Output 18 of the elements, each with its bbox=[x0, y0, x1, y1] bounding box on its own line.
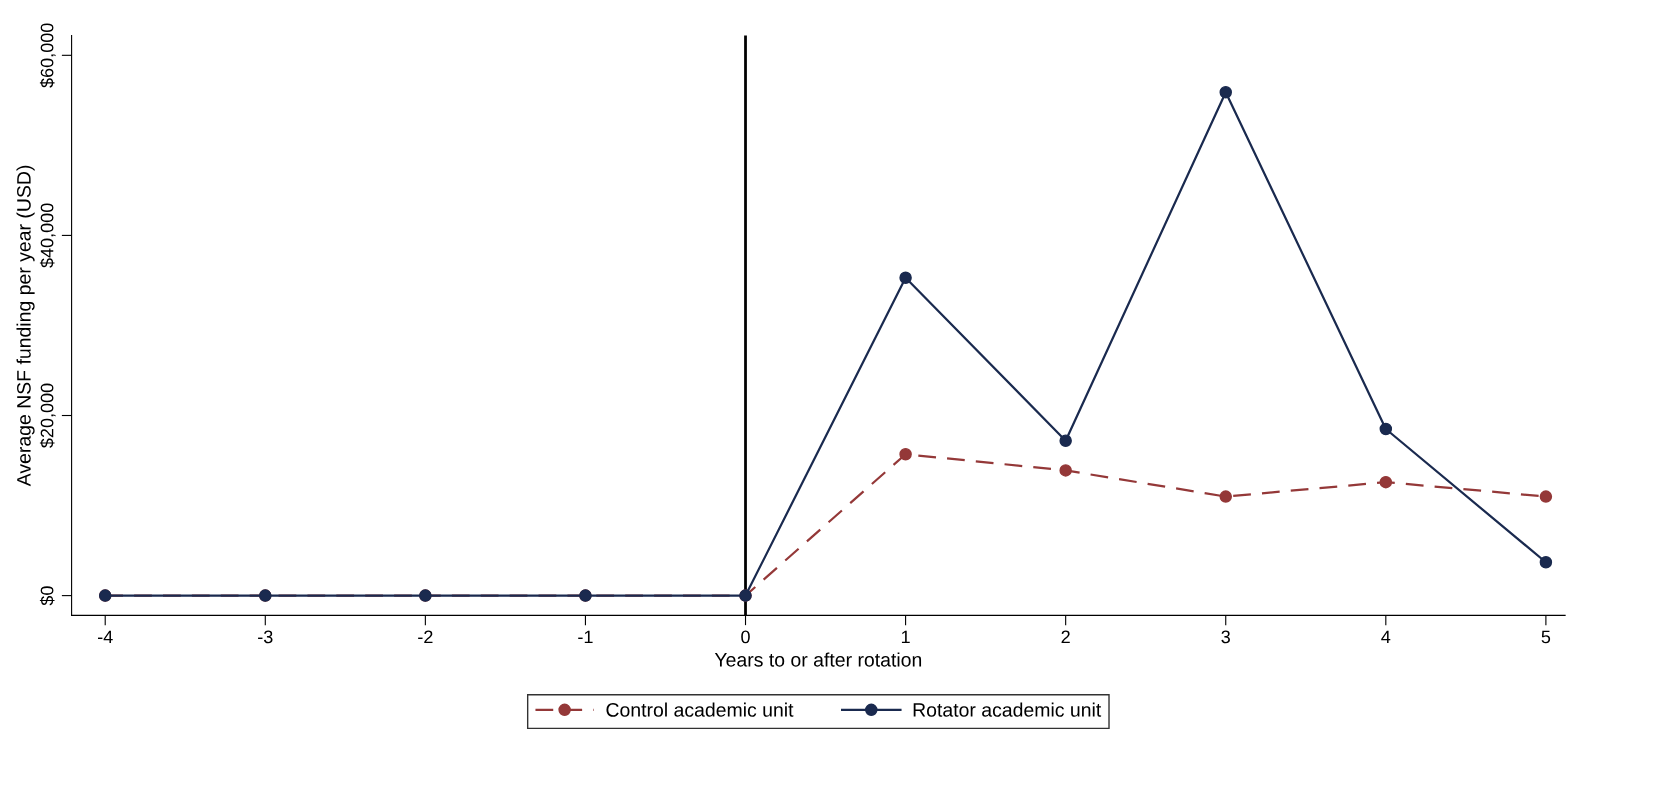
x-tick-label: -4 bbox=[97, 630, 113, 644]
legend-label: Control academic unit bbox=[606, 702, 794, 717]
x-tick-label: 1 bbox=[901, 630, 910, 644]
x-tick-label: -2 bbox=[418, 630, 433, 644]
x-tick-label: -1 bbox=[578, 630, 593, 644]
y-axis-title: Average NSF funding per year (USD) bbox=[16, 165, 35, 487]
legend-label: Rotator academic unit bbox=[913, 702, 1102, 717]
x-tick-label: 3 bbox=[1221, 630, 1230, 644]
y-tick-label: $0 bbox=[39, 586, 55, 606]
x-tick-label: 4 bbox=[1381, 630, 1391, 644]
x-tick-label: 2 bbox=[1061, 630, 1070, 644]
y-tick-label: $20,000 bbox=[39, 383, 56, 448]
y-tick-label: $40,000 bbox=[39, 203, 56, 268]
x-axis-title: Years to or after rotation bbox=[714, 652, 922, 667]
x-tick-label: 0 bbox=[741, 630, 750, 644]
x-tick-label: -3 bbox=[258, 630, 273, 644]
x-tick-label: 5 bbox=[1541, 630, 1551, 644]
y-tick-label: $60,000 bbox=[39, 23, 56, 88]
